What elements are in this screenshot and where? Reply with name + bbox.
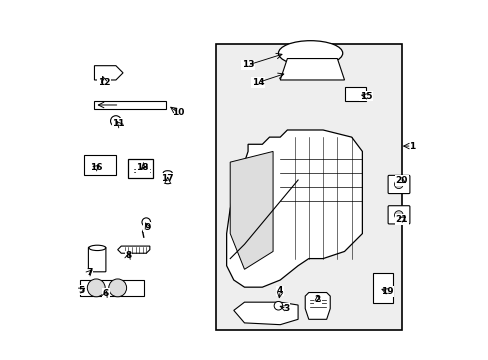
Ellipse shape [89,245,105,251]
Text: 5: 5 [78,285,84,294]
Ellipse shape [163,179,172,184]
Text: 10: 10 [172,108,184,117]
Polygon shape [226,130,362,287]
FancyBboxPatch shape [387,206,409,224]
FancyBboxPatch shape [216,44,401,330]
Text: 21: 21 [395,215,407,224]
Polygon shape [305,293,329,319]
Polygon shape [233,302,298,325]
FancyBboxPatch shape [387,175,409,194]
Polygon shape [94,102,165,109]
Text: 1: 1 [407,141,414,150]
Polygon shape [280,59,344,80]
Text: 4: 4 [277,286,283,295]
Text: 3: 3 [283,304,289,313]
Circle shape [142,218,150,226]
FancyBboxPatch shape [83,155,116,175]
Text: 18: 18 [136,163,149,172]
Text: 11: 11 [112,119,125,128]
Polygon shape [230,152,272,269]
Text: 14: 14 [251,78,264,87]
FancyBboxPatch shape [128,158,153,178]
Text: 17: 17 [161,174,174,183]
Ellipse shape [278,41,342,66]
Polygon shape [344,87,365,102]
Ellipse shape [163,171,172,175]
Circle shape [108,279,126,297]
Text: 20: 20 [395,176,407,185]
Polygon shape [118,246,149,253]
Circle shape [87,279,105,297]
Text: 13: 13 [242,60,254,69]
Text: 7: 7 [86,268,92,277]
Text: 12: 12 [98,78,110,87]
Polygon shape [94,66,123,80]
Text: 2: 2 [314,295,320,304]
Circle shape [110,116,121,126]
Text: 19: 19 [380,287,393,296]
Circle shape [394,211,402,219]
Text: 6: 6 [102,289,109,298]
FancyBboxPatch shape [88,247,106,272]
Polygon shape [80,280,144,296]
FancyBboxPatch shape [372,273,392,303]
Text: 15: 15 [359,91,371,100]
Text: 8: 8 [125,251,131,260]
Circle shape [394,180,402,189]
Circle shape [274,301,282,310]
Text: 16: 16 [90,163,102,172]
Text: 9: 9 [144,222,150,231]
